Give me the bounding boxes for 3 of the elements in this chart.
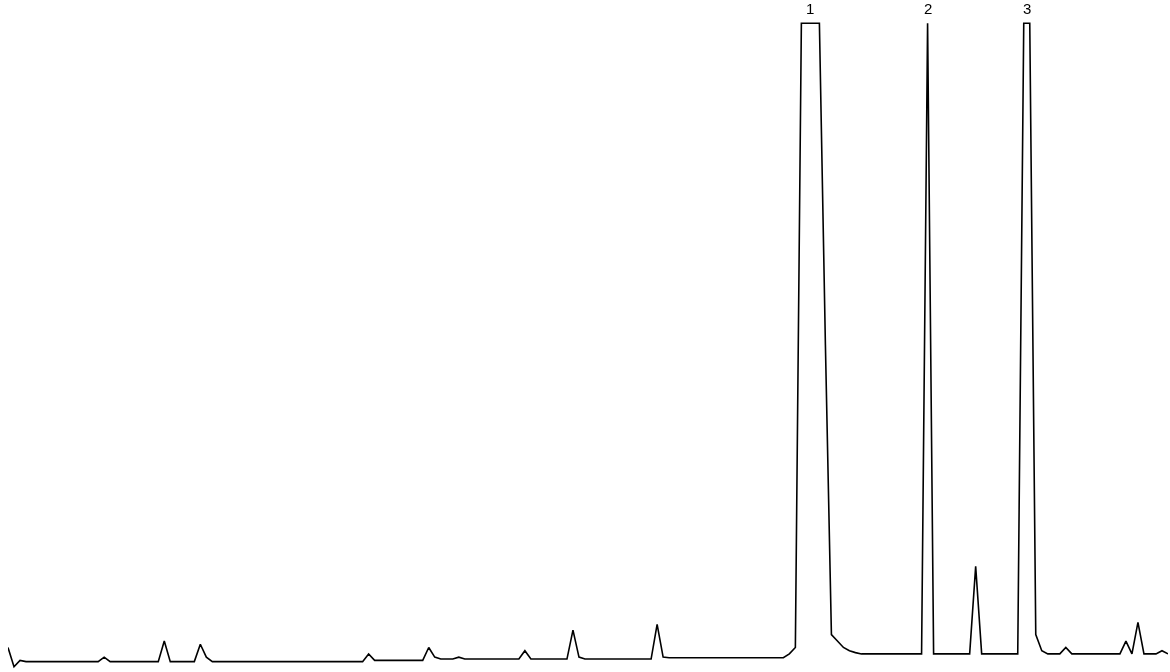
text: 2 xyxy=(924,0,933,17)
text: 3 xyxy=(1023,0,1032,17)
text: 1 xyxy=(806,0,815,17)
